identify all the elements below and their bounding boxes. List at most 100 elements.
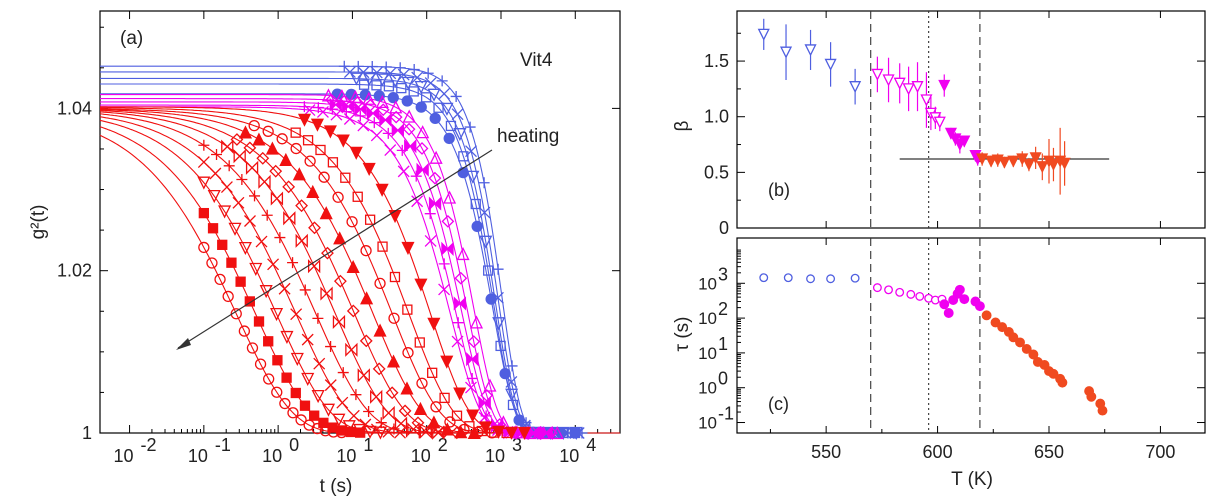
beta-point [1058, 157, 1071, 170]
data-point [402, 122, 416, 136]
data-point [352, 191, 363, 202]
data-point [408, 64, 420, 76]
data-point [391, 123, 404, 138]
data-point [308, 221, 321, 235]
data-point [354, 110, 366, 122]
beta-point [893, 77, 906, 90]
data-point [414, 337, 425, 348]
data-point [298, 101, 310, 113]
data-point [206, 257, 218, 269]
beta-point [824, 58, 837, 71]
tau-point [959, 294, 970, 305]
data-point [492, 263, 504, 275]
data-point [279, 152, 293, 167]
data-point [228, 222, 242, 236]
data-point [347, 409, 360, 422]
data-point [327, 426, 340, 438]
data-point [295, 414, 307, 426]
tau-point [915, 291, 925, 301]
data-point [211, 148, 223, 160]
panel-a-xtick-label: 10 [336, 446, 356, 466]
data-point [397, 68, 410, 81]
panel-b-ytick-label: 1.5 [704, 51, 729, 71]
data-point [383, 81, 395, 92]
data-point [350, 389, 362, 401]
tau-point [974, 301, 985, 312]
data-point [278, 282, 291, 295]
data-point [420, 92, 432, 103]
data-point [326, 103, 338, 115]
panel-a-xtick-label: 10 [411, 446, 431, 466]
data-point [360, 291, 374, 305]
beta-point [938, 79, 951, 93]
tau-point [895, 287, 905, 297]
data-point [252, 132, 266, 146]
data-point [368, 117, 380, 129]
data-point [311, 422, 323, 435]
data-point [332, 314, 346, 330]
beta-point [976, 153, 989, 166]
data-point [325, 341, 337, 353]
tau-point [1021, 343, 1032, 354]
data-point [479, 235, 493, 249]
data-point [332, 413, 346, 427]
data-point [469, 315, 484, 329]
fit-curve [99, 110, 620, 434]
data-point [366, 106, 380, 121]
data-point [451, 410, 463, 421]
data-point [263, 373, 275, 385]
fit-curve [99, 116, 620, 434]
beta-point [1047, 158, 1060, 172]
tau-point [850, 273, 860, 283]
panel-c-xtick-label: 650 [1034, 442, 1064, 462]
panel-c-ytick-exponent: 2 [718, 299, 728, 319]
data-point [232, 196, 245, 209]
panel-a-ytick-label: 1 [82, 423, 92, 443]
data-point [349, 72, 363, 86]
data-point [359, 334, 373, 348]
data-point [324, 379, 337, 392]
data-point [454, 271, 468, 285]
data-point [282, 180, 296, 194]
data-point [384, 144, 397, 157]
data-point [404, 139, 417, 154]
data-point [299, 284, 311, 296]
data-point [443, 132, 455, 145]
data-point [400, 381, 414, 395]
data-point [428, 171, 442, 185]
data-point [483, 378, 497, 392]
fit-curve [99, 119, 620, 434]
data-point [410, 170, 422, 182]
tau-point [759, 273, 769, 283]
data-point [427, 367, 438, 378]
panel-a: (a) Vit4 heating 10 -2 10 -1 10 0 10 1 10 2 10 3 10 4… [28, 10, 621, 497]
data-point [382, 127, 394, 139]
data-point [330, 108, 343, 121]
beta-point [1029, 152, 1042, 165]
data-point [388, 74, 402, 88]
data-point [501, 427, 512, 439]
data-point [401, 241, 415, 256]
data-point [550, 426, 564, 440]
data-point [319, 425, 332, 437]
data-point [290, 127, 301, 138]
data-point [358, 79, 370, 90]
data-point [373, 323, 387, 337]
tau-point [954, 284, 965, 295]
panel-c-ytick-exponent: 1 [718, 334, 728, 354]
data-point [451, 335, 464, 348]
data-point [270, 307, 284, 322]
data-point [333, 274, 347, 288]
data-point [349, 146, 363, 160]
panel-c-ytick-label: 10 [698, 309, 717, 328]
beta-point [933, 116, 946, 129]
data-point [238, 241, 252, 256]
data-point [214, 273, 226, 286]
tau-point [872, 283, 882, 293]
panel-a-xtick-label: 10 [262, 446, 282, 466]
panel-c-ytick-label: 10 [698, 274, 717, 293]
data-point [272, 355, 283, 366]
data-point [370, 423, 383, 436]
panel-a-xtick-exponent: -1 [215, 435, 231, 455]
data-point [440, 102, 454, 116]
